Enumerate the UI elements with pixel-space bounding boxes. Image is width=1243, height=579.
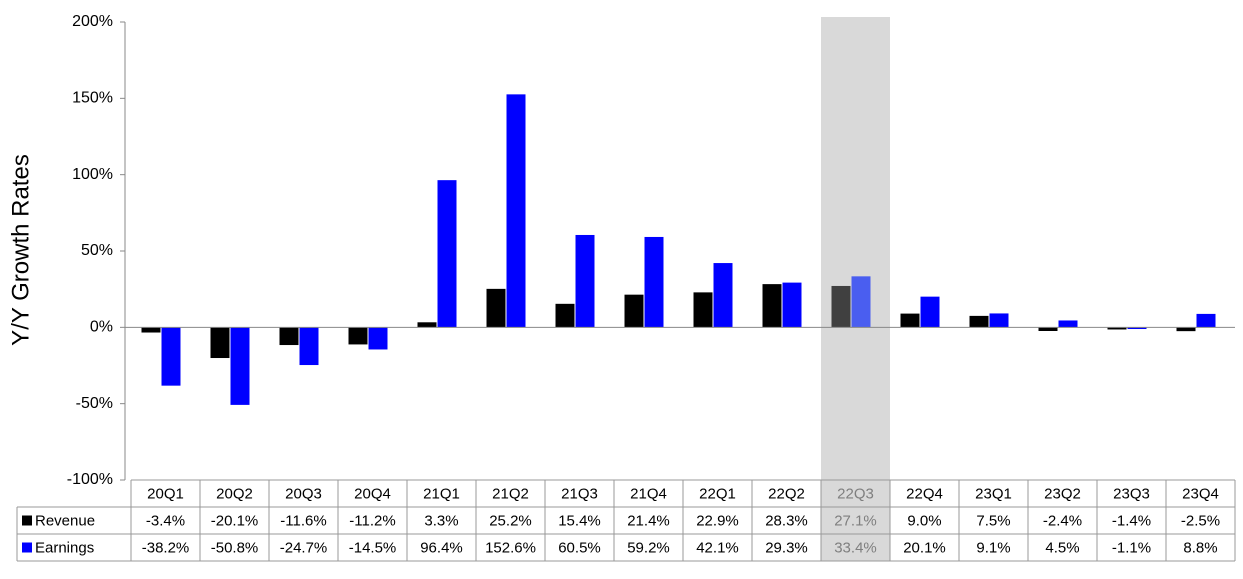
value-label: 21.4%	[627, 512, 670, 529]
x-tick-label: 20Q3	[285, 485, 322, 502]
bar	[624, 294, 644, 328]
bar	[713, 263, 733, 328]
value-label: -11.6%	[280, 512, 326, 529]
value-label: 22.9%	[696, 512, 739, 529]
x-tick-label: 21Q1	[423, 485, 460, 502]
x-tick-label: 23Q4	[1182, 485, 1219, 502]
bar	[230, 327, 250, 405]
value-label: 42.1%	[696, 539, 739, 556]
value-label: 25.2%	[489, 512, 532, 529]
x-tick-label: 23Q2	[1044, 485, 1081, 502]
x-tick-label: 20Q4	[354, 485, 391, 502]
x-tick-label: 21Q4	[630, 485, 667, 502]
x-tick-label: 22Q4	[906, 485, 943, 502]
value-label: -2.4%	[1043, 512, 1082, 529]
value-label: -2.5%	[1181, 512, 1220, 529]
bar	[782, 282, 802, 328]
bar	[851, 276, 871, 328]
bar	[1176, 327, 1196, 332]
bar	[506, 94, 526, 328]
value-label: -14.5%	[349, 539, 397, 556]
bar	[920, 296, 940, 328]
x-tick-label: 20Q1	[147, 485, 184, 502]
bar	[141, 327, 161, 333]
value-label: -20.1%	[211, 512, 259, 529]
bar	[1107, 327, 1127, 330]
x-tick-label: 23Q1	[975, 485, 1012, 502]
value-label: -24.7%	[280, 539, 328, 556]
x-tick-label: 22Q1	[699, 485, 736, 502]
bar	[989, 313, 1009, 328]
y-tick-label: 150%	[72, 90, 113, 107]
value-label: -1.4%	[1112, 512, 1151, 529]
value-label: 20.1%	[903, 539, 946, 556]
x-tick-label: 20Q2	[216, 485, 253, 502]
bar	[762, 284, 782, 328]
x-tick-label: 21Q3	[561, 485, 598, 502]
y-tick-label: -50%	[76, 395, 113, 412]
bar	[279, 327, 299, 346]
bar	[1196, 313, 1216, 328]
value-label: -50.8%	[211, 539, 259, 556]
y-tick-label: 0%	[90, 319, 113, 336]
bar	[644, 236, 664, 328]
value-label: 7.5%	[976, 512, 1010, 529]
value-label: 4.5%	[1045, 539, 1079, 556]
bar	[1058, 320, 1078, 328]
value-label: 96.4%	[420, 539, 463, 556]
y-tick-label: 100%	[72, 166, 113, 183]
value-label: 15.4%	[558, 512, 601, 529]
value-label: -38.2%	[142, 539, 190, 556]
value-label: 9.0%	[907, 512, 941, 529]
value-label: 9.1%	[976, 539, 1010, 556]
bar	[161, 327, 181, 386]
bar	[575, 234, 595, 328]
value-label: 33.4%	[834, 539, 877, 556]
bar	[900, 313, 920, 328]
value-label: 29.3%	[765, 539, 808, 556]
x-tick-label: 22Q3	[837, 485, 874, 502]
bar	[693, 292, 713, 328]
value-label: -11.2%	[349, 512, 395, 529]
value-label: -1.1%	[1112, 539, 1151, 556]
y-tick-label: -100%	[67, 471, 113, 488]
x-tick-label: 22Q2	[768, 485, 805, 502]
bar	[417, 322, 437, 328]
value-label: 59.2%	[627, 539, 670, 556]
y-tick-label: 50%	[81, 242, 113, 259]
bar	[486, 288, 506, 328]
bar	[348, 327, 368, 345]
x-tick-label: 23Q3	[1113, 485, 1150, 502]
bar	[299, 327, 319, 366]
x-tick-label: 21Q2	[492, 485, 529, 502]
bar	[437, 180, 457, 328]
bar	[1038, 327, 1058, 331]
bar	[210, 327, 230, 359]
value-label: 60.5%	[558, 539, 601, 556]
y-axis-title: Y/Y Growth Rates	[7, 154, 34, 346]
value-label: 8.8%	[1183, 539, 1217, 556]
value-label: 152.6%	[485, 539, 536, 556]
value-label: -3.4%	[146, 512, 185, 529]
bar	[831, 285, 851, 328]
legend-marker	[22, 515, 32, 526]
value-label: 27.1%	[834, 512, 877, 529]
legend-marker	[22, 542, 32, 553]
legend-label: Earnings	[35, 539, 94, 556]
y-tick-label: 200%	[72, 13, 113, 30]
bar	[1127, 327, 1147, 330]
value-label: 3.3%	[424, 512, 458, 529]
bar	[555, 303, 575, 328]
value-label: 28.3%	[765, 512, 808, 529]
bar	[969, 315, 989, 328]
bar	[368, 327, 388, 350]
legend-label: Revenue	[35, 512, 95, 529]
